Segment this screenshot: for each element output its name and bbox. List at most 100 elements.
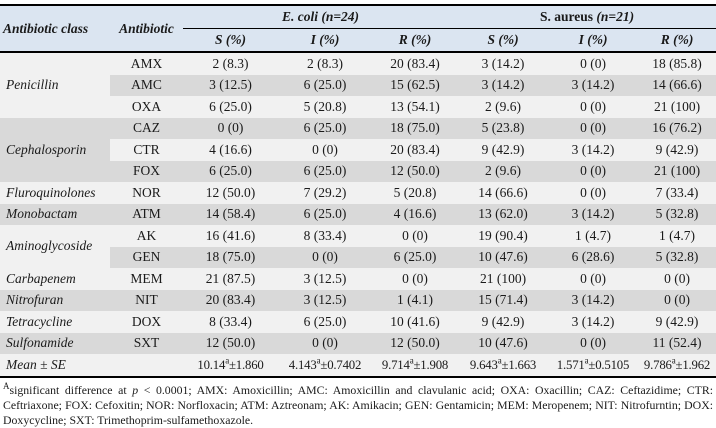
value-cell: 9 (42.9) — [638, 311, 716, 333]
subheader-s-ecoli: S (%) — [183, 28, 278, 53]
value-cell: 10 (47.6) — [458, 246, 549, 268]
antibiotic-code-cell: FOX — [110, 160, 183, 182]
value-cell: 6 (25.0) — [278, 203, 372, 225]
value-cell: 3 (14.2) — [548, 311, 639, 333]
mean-value-cell: 9.714a±1.908 — [372, 354, 459, 378]
header-row-subcols: S (%) I (%) R (%) S (%) I (%) R (%) — [0, 28, 716, 53]
mean-se: ±0.7402 — [320, 357, 362, 372]
value-cell: 3 (12.5) — [183, 74, 278, 96]
value-cell: 18 (75.0) — [372, 117, 459, 139]
antibiotic-class-cell: Carbapenem — [0, 268, 110, 290]
mean-value-cell: 9.643a±1.663 — [458, 354, 549, 378]
footnote-p-symbol: p — [132, 382, 139, 397]
antibiotic-code-cell: AMC — [110, 74, 183, 96]
value-cell: 12 (50.0) — [372, 332, 459, 354]
value-cell: 0 (0) — [548, 160, 639, 182]
table-row: OXA 6 (25.0) 5 (20.8) 13 (54.1) 2 (9.6) 0 (0)… — [0, 96, 716, 118]
significance-superscript: a — [316, 355, 321, 366]
mean-se: ±0.5105 — [588, 357, 630, 372]
value-cell: 12 (50.0) — [183, 182, 278, 204]
value-cell: 0 (0) — [183, 117, 278, 139]
value-cell: 0 (0) — [548, 182, 639, 204]
subheader-r-saureus: R (%) — [638, 28, 716, 53]
table-row: GEN 18 (75.0) 0 (0) 6 (25.0) 10 (47.6) 6 (28.… — [0, 246, 716, 268]
value-cell: 11 (52.4) — [638, 332, 716, 354]
antibiotic-class-cell: Tetracycline — [0, 311, 110, 333]
table-row: Nitrofuran NIT 20 (83.4) 3 (12.5) 1 (4.1) 15 … — [0, 289, 716, 311]
value-cell: 14 (66.6) — [638, 74, 716, 96]
value-cell: 4 (16.6) — [183, 139, 278, 161]
antibiotic-code-cell: ATM — [110, 203, 183, 225]
table-row: Penicillin AMX 2 (8.3) 2 (8.3) 20 (83.4) 3 (1… — [0, 52, 716, 118]
value-cell: 3 (14.2) — [548, 139, 639, 161]
antibiotic-class-cell: Cephalosporin — [0, 117, 110, 182]
value-cell: 3 (12.5) — [278, 268, 372, 290]
mean-value-cell: 1.571a±0.5105 — [548, 354, 639, 378]
mean-value-cell: 4.143a±0.7402 — [278, 354, 372, 378]
table-row: FOX 6 (25.0) 6 (25.0) 12 (50.0) 2 (9.6) 0 (0)… — [0, 160, 716, 182]
antibiotic-code-cell: NIT — [110, 289, 183, 311]
antibiotic-susceptibility-page: Antibiotic class Antibiotic E. coli (n=2… — [0, 4, 716, 427]
value-cell: 3 (12.5) — [278, 289, 372, 311]
value-cell: 9 (42.9) — [638, 139, 716, 161]
subheader-s-saureus: S (%) — [458, 28, 549, 53]
antibiotic-code-cell: DOX — [110, 311, 183, 333]
table-row: Tetracycline DOX 8 (33.4) 6 (25.0) 10 (41.6)… — [0, 311, 716, 333]
table-row: CTR 4 (16.6) 0 (0) 20 (83.4) 9 (42.9) 3 (14.2… — [0, 139, 716, 161]
value-cell: 0 (0) — [548, 117, 639, 139]
table-row: Aminoglycoside AK 16 (41.6) 8 (33.4) 0 (0) 19… — [0, 225, 716, 268]
significance-superscript: a — [497, 355, 502, 366]
value-cell: 15 (71.4) — [458, 289, 549, 311]
value-cell: 20 (83.4) — [372, 52, 459, 75]
table-row: Monobactam ATM 14 (58.4) 6 (25.0) 4 (16.6) 13… — [0, 203, 716, 225]
value-cell: 0 (0) — [372, 268, 459, 290]
value-cell: 7 (29.2) — [278, 182, 372, 204]
mean-se: ±1.908 — [413, 357, 449, 372]
antibiotic-code-cell: MEM — [110, 268, 183, 290]
value-cell: 5 (20.8) — [278, 96, 372, 118]
value-cell: 6 (25.0) — [183, 160, 278, 182]
value-cell: 0 (0) — [548, 96, 639, 118]
table-row: Fluroquinolones NOR 12 (50.0) 7 (29.2) 5 (20… — [0, 182, 716, 204]
value-cell: 5 (23.8) — [458, 117, 549, 139]
mean-value: 9.643 — [469, 357, 498, 372]
antibiotic-code-cell: CAZ — [110, 117, 183, 139]
mean-se: ±1.962 — [675, 357, 711, 372]
value-cell: 21 (87.5) — [183, 268, 278, 290]
value-cell: 0 (0) — [638, 289, 716, 311]
table-header: Antibiotic class Antibiotic E. coli (n=2… — [0, 5, 716, 53]
antibiotic-class-cell: Fluroquinolones — [0, 182, 110, 204]
value-cell: 9 (42.9) — [458, 311, 549, 333]
value-cell: 2 (8.3) — [278, 52, 372, 75]
subheader-i-ecoli: I (%) — [278, 28, 372, 53]
value-cell: 6 (25.0) — [372, 246, 459, 268]
value-cell: 5 (32.8) — [638, 246, 716, 268]
value-cell: 14 (58.4) — [183, 203, 278, 225]
antibiotic-code-cell: OXA — [110, 96, 183, 118]
value-cell: 12 (50.0) — [372, 160, 459, 182]
value-cell: 6 (25.0) — [183, 96, 278, 118]
mean-value: 1.571 — [556, 357, 585, 372]
value-cell: 16 (41.6) — [183, 225, 278, 247]
value-cell: 6 (25.0) — [278, 74, 372, 96]
significance-superscript: a — [671, 355, 676, 366]
mean-value-cell: 9.786a±1.962 — [638, 354, 716, 378]
antibiotic-class-cell: Penicillin — [0, 52, 110, 118]
header-saureus-group: S. aureus (n=21) — [458, 5, 716, 29]
saureus-name: S. aureus — [539, 9, 593, 24]
mean-row: Mean ± SE 10.14a±1.860 4.143a±0.7402 9.714a… — [0, 354, 716, 378]
mean-value-cell: 10.14a±1.860 — [183, 354, 278, 378]
table-row: Sulfonamide SXT 12 (50.0) 0 (0) 12 (50.0) 10 … — [0, 332, 716, 354]
mean-value: 10.14 — [197, 357, 226, 372]
antibiotic-code-cell: AMX — [110, 52, 183, 75]
value-cell: 21 (100) — [638, 160, 716, 182]
value-cell: 21 (100) — [458, 268, 549, 290]
antibiotic-code-cell: SXT — [110, 332, 183, 354]
antibiotic-code-cell: NOR — [110, 182, 183, 204]
antibiotic-class-cell: Nitrofuran — [0, 289, 110, 311]
antibiotic-code-cell: CTR — [110, 139, 183, 161]
antibiotic-code-cell: AK — [110, 225, 183, 247]
value-cell: 3 (14.2) — [548, 74, 639, 96]
value-cell: 1 (4.1) — [372, 289, 459, 311]
value-cell: 3 (14.2) — [548, 203, 639, 225]
